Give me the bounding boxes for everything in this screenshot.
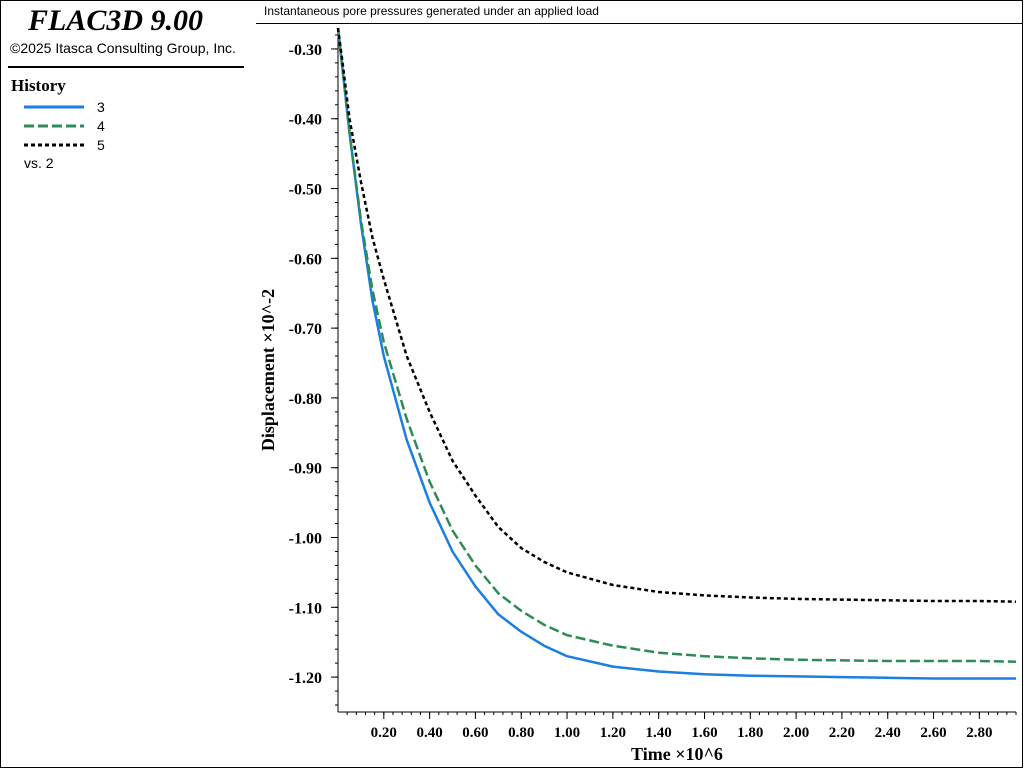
legend-item-3: 3 — [22, 98, 142, 116]
x-tick-label: 2.00 — [783, 725, 809, 741]
series-line-5 — [336, 27, 1017, 603]
x-tick-label: 2.80 — [966, 725, 992, 741]
chart-title: Instantaneous pore pressures generated u… — [264, 4, 599, 18]
series-line-3 — [336, 27, 1016, 680]
x-tick-label: 0.60 — [462, 725, 488, 741]
x-tick-label: 2.40 — [875, 725, 901, 741]
x-tick-label: 1.60 — [691, 725, 717, 741]
y-tick-label: -1.10 — [289, 600, 322, 617]
x-tick-label: 1.00 — [554, 725, 580, 741]
y-tick-label: -1.00 — [289, 531, 322, 548]
legend-label-5: 5 — [97, 137, 105, 153]
x-tick-label: 0.20 — [371, 725, 397, 741]
x-tick-label: 1.40 — [646, 725, 672, 741]
y-tick-label: -0.40 — [289, 112, 322, 129]
legend-panel — [0, 0, 257, 768]
y-tick-label: -0.30 — [289, 42, 322, 59]
legend-vs-label: vs. 2 — [24, 155, 54, 171]
y-tick-label: -0.60 — [289, 251, 322, 268]
x-axis-label: Time ×10^6 — [631, 744, 723, 764]
y-tick-label: -0.70 — [289, 321, 322, 338]
x-tick-label: 2.20 — [829, 725, 855, 741]
copyright-text: ©2025 Itasca Consulting Group, Inc. — [10, 40, 236, 56]
legend-swatch-5 — [24, 143, 84, 147]
legend-item-5: 5 — [22, 136, 142, 154]
x-tick-label: 1.20 — [600, 725, 626, 741]
x-tick-label: 2.60 — [920, 725, 946, 741]
series-line-4 — [336, 27, 1017, 663]
chart-title-divider — [256, 23, 1022, 24]
chart-series — [336, 27, 1017, 680]
y-tick-label: -0.90 — [289, 461, 322, 478]
legend-label-3: 3 — [97, 99, 105, 115]
x-tick-label: 0.40 — [416, 725, 442, 741]
legend-swatch-4 — [24, 124, 84, 128]
y-tick-label: -0.80 — [289, 391, 322, 408]
x-tick-label: 1.80 — [737, 725, 763, 741]
y-axis-label: Displacement ×10^-2 — [258, 289, 278, 451]
legend-title: History — [11, 76, 66, 95]
x-tick-label: 0.80 — [508, 725, 534, 741]
y-tick-label: -0.50 — [289, 182, 322, 199]
legend-label-4: 4 — [97, 118, 105, 134]
plot-panel — [256, 0, 1023, 768]
y-tick-label: -1.20 — [289, 670, 322, 687]
legend-divider — [8, 66, 244, 68]
app-title: FLAC3D 9.00 — [28, 4, 204, 37]
chart-axes: -0.30 -0.40 -0.50 -0.60 -0.70 -0.80 -0.90 -1.00… — [289, 28, 1017, 741]
legend-swatch-3 — [24, 105, 84, 109]
legend-item-4: 4 — [22, 117, 142, 135]
